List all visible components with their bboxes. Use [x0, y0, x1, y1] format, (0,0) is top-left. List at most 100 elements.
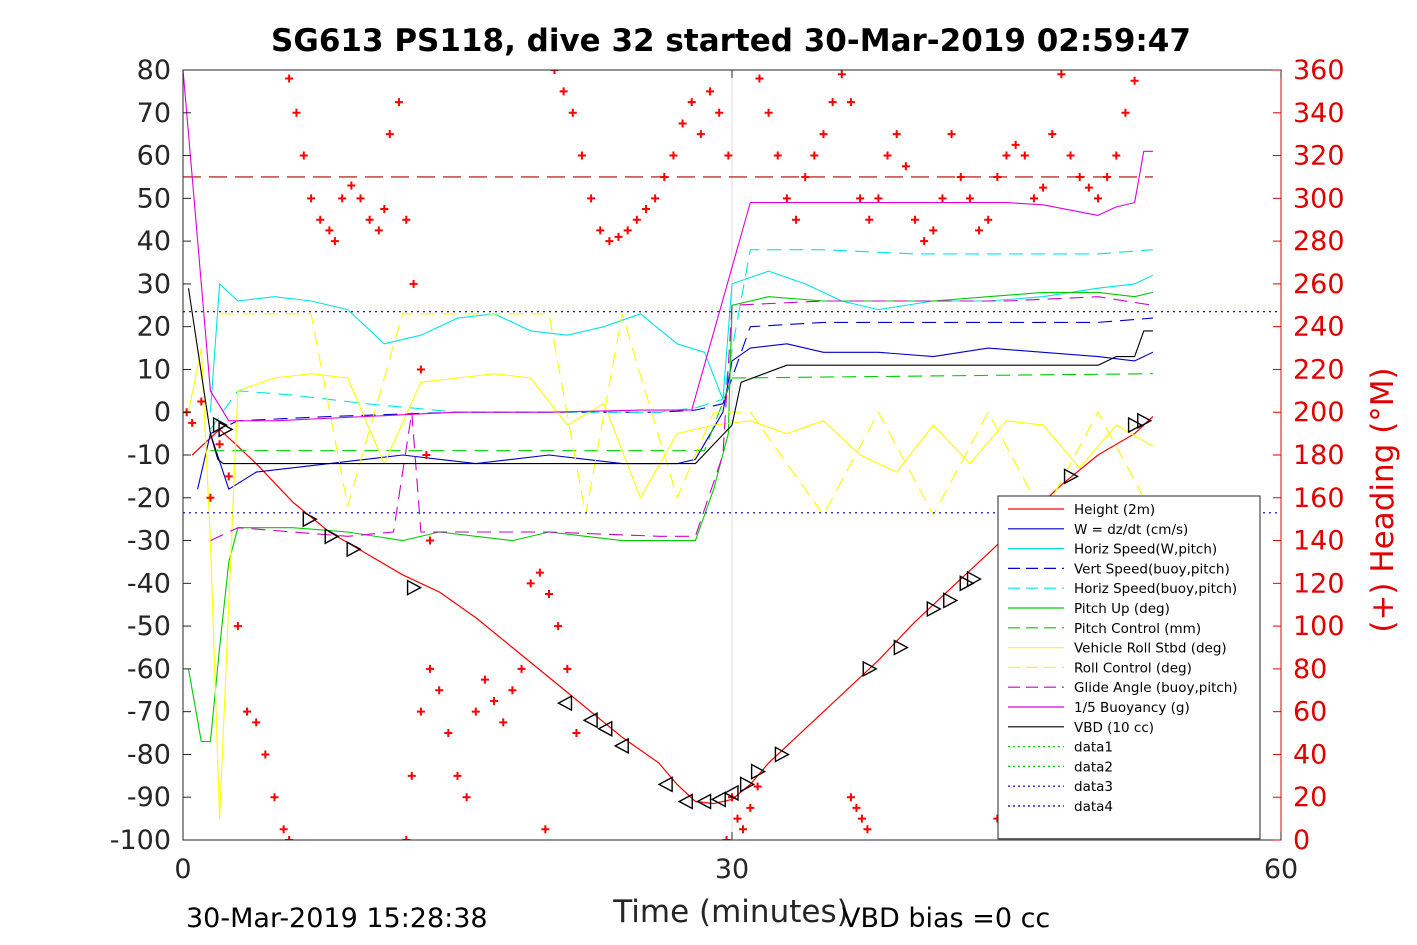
series-line-horiz-speed-buoy-pitch — [209, 249, 1153, 430]
y-right-tick-label: 20 — [1293, 782, 1327, 813]
dive-marker — [710, 791, 726, 808]
heading-point — [856, 194, 865, 203]
y-right-tick-label: 200 — [1293, 397, 1345, 428]
heading-point — [1084, 183, 1093, 192]
legend-entry: Horiz Speed(buoy,pitch) — [1074, 581, 1237, 597]
heading-point — [623, 226, 632, 235]
heading-point — [938, 194, 947, 203]
y-left-tick-label: -50 — [127, 611, 171, 642]
heading-point — [330, 237, 339, 246]
heading-point — [490, 696, 499, 705]
y-axis-left: -100-90-80-70-60-50-40-30-20-10010203040… — [110, 55, 191, 856]
dive-marker — [324, 528, 340, 545]
legend-entry: Pitch Control (mm) — [1074, 621, 1201, 637]
heading-point — [374, 226, 383, 235]
heading-point — [577, 151, 586, 160]
heading-point — [233, 622, 242, 631]
heading-point — [837, 70, 846, 79]
heading-point — [984, 215, 993, 224]
heading-point — [911, 215, 919, 224]
heading-point — [1039, 183, 1048, 192]
heading-point — [197, 397, 206, 406]
dive-marker — [943, 592, 959, 609]
heading-point — [270, 793, 279, 802]
dive-marker — [218, 421, 234, 438]
heading-point — [416, 365, 425, 374]
legend-entry: data1 — [1074, 740, 1113, 756]
heading-point — [1066, 151, 1075, 160]
y-left-tick-label: -40 — [127, 568, 171, 599]
heading-point — [541, 825, 550, 834]
series-line-vbd-10-cc — [187, 288, 1153, 465]
heading-point — [792, 215, 801, 224]
y-right-tick-label: 360 — [1293, 55, 1345, 86]
heading-point — [480, 675, 489, 684]
heading-point — [733, 814, 742, 823]
dive-marker — [1127, 416, 1144, 434]
heading-point — [416, 707, 425, 716]
dive-marker — [862, 660, 878, 678]
dive-marker — [677, 793, 693, 810]
heading-point — [292, 108, 301, 117]
legend-entry: data2 — [1074, 759, 1113, 775]
heading-point — [722, 836, 731, 840]
heading-point — [307, 194, 316, 203]
heading-point — [471, 707, 480, 716]
series-line-vert-speed-buoy-pitch — [210, 317, 1153, 435]
legend-entry: Pitch Up (deg) — [1074, 601, 1170, 617]
heading-point — [947, 130, 956, 139]
heading-point — [526, 579, 535, 588]
heading-point — [687, 98, 696, 107]
series-line-1-5-buoyancy-g — [183, 70, 1153, 422]
heading-point — [810, 151, 819, 160]
y-left-tick-label: 0 — [154, 397, 171, 428]
legend-entry: Glide Angle (buoy,pitch) — [1074, 680, 1238, 696]
heading-point — [299, 151, 308, 160]
legend-entry: Roll Control (deg) — [1074, 660, 1192, 676]
heading-point — [1130, 76, 1139, 85]
chart-title: SG613 PS118, dive 32 started 30-Mar-2019… — [271, 23, 1191, 59]
heading-point — [285, 836, 294, 840]
heading-point — [279, 825, 288, 834]
series-line-pitch-control-mm — [210, 373, 1153, 452]
dive-marker — [657, 776, 673, 793]
y-left-tick-label: -70 — [127, 697, 171, 728]
dive-marker — [959, 575, 975, 592]
heading-point — [1029, 194, 1038, 203]
heading-point — [865, 215, 874, 224]
legend-entry: Horiz Speed(W,pitch) — [1074, 542, 1217, 558]
series-line-vehicle-roll-stbd-deg — [187, 347, 1154, 820]
x-axis: 0 30 60 — [174, 70, 1298, 885]
heading-point — [243, 707, 252, 716]
heading-point — [1121, 108, 1130, 117]
heading-point — [596, 226, 605, 235]
y-left-tick-label: -60 — [127, 654, 171, 685]
heading-point — [261, 750, 270, 759]
heading-point — [1057, 70, 1066, 79]
dive-marker — [774, 746, 790, 763]
y-left-tick-label: 30 — [137, 269, 171, 300]
dive-marker — [406, 579, 423, 596]
y-right-tick-label: 320 — [1293, 141, 1345, 172]
heading-point — [801, 172, 810, 181]
heading-point — [1011, 140, 1020, 149]
heading-point — [365, 215, 374, 224]
legend-entry: W = dz/dt (cm/s) — [1074, 522, 1188, 538]
y-right-tick-label: 140 — [1293, 526, 1345, 557]
legend-entry: data4 — [1074, 799, 1113, 815]
plot-area — [182, 69, 1282, 841]
heading-point — [632, 215, 641, 224]
heading-point — [380, 205, 389, 214]
heading-point — [651, 194, 660, 203]
heading-point — [426, 536, 435, 545]
dive-marker — [346, 540, 362, 558]
dive-marker — [212, 416, 229, 434]
heading-point — [325, 226, 334, 235]
y-right-tick-label: 180 — [1293, 440, 1345, 471]
heading-point — [435, 686, 444, 695]
heading-point — [857, 814, 866, 823]
heading-point — [993, 172, 1002, 181]
heading-point — [605, 237, 614, 246]
heading-point — [1094, 194, 1102, 203]
heading-point — [828, 98, 837, 107]
